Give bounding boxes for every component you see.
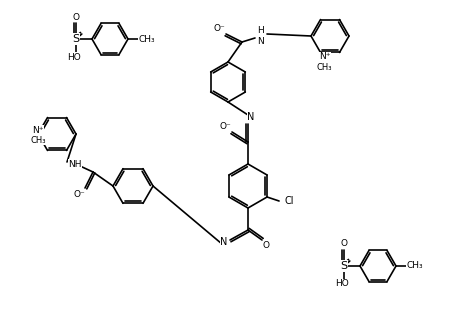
Text: HO: HO [335,280,349,289]
Text: N⁺: N⁺ [319,52,330,61]
Text: O: O [72,12,79,21]
Text: CH₃: CH₃ [317,63,332,72]
Text: CH₃: CH₃ [30,136,46,145]
Text: H
N: H N [257,26,263,46]
Text: S: S [72,34,79,44]
Text: CH₃: CH₃ [407,262,423,271]
Text: N: N [247,112,255,122]
Text: O: O [340,239,347,248]
Text: O⁻: O⁻ [219,122,231,131]
Text: S: S [340,261,347,271]
Text: Cl: Cl [284,196,294,206]
Text: O⁻: O⁻ [73,189,85,198]
Text: O⁻: O⁻ [213,23,225,32]
Text: HO: HO [67,52,81,61]
Text: O: O [263,241,269,250]
Text: N: N [220,237,227,247]
Text: N⁺: N⁺ [32,126,44,135]
Text: CH₃: CH₃ [139,34,155,43]
Text: NH: NH [68,160,82,168]
